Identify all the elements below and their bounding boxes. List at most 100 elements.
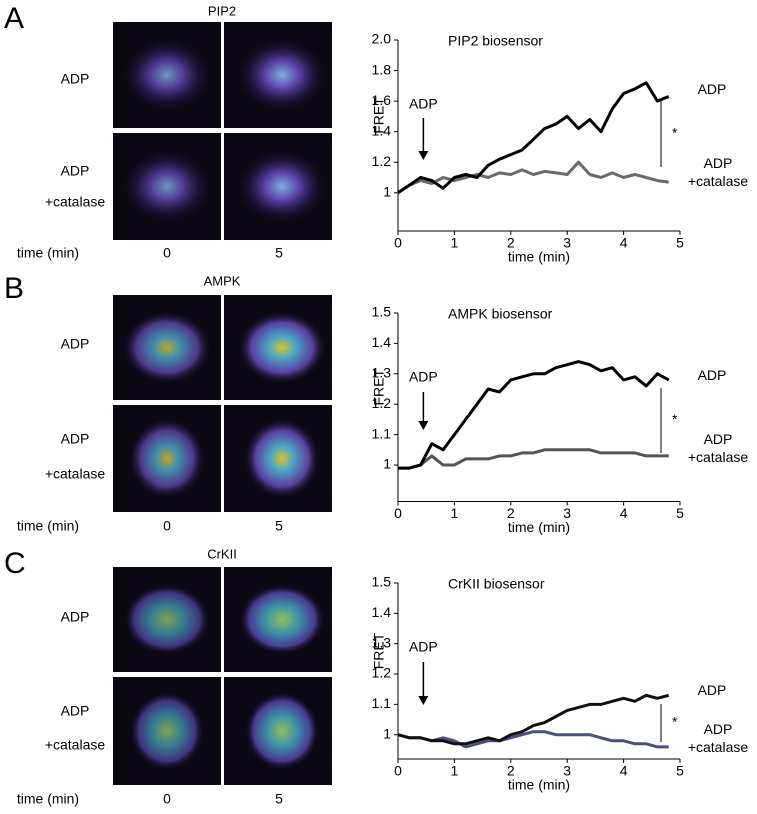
y-tick-label: 1	[383, 725, 391, 741]
arrow-head	[418, 151, 429, 160]
x-tick-label: 1	[451, 763, 459, 779]
significance-mark: *	[672, 714, 678, 730]
panel-title: AMPK	[204, 273, 241, 288]
series-label: ADP +catalase	[687, 155, 749, 189]
x-axis-label: time (min)	[508, 519, 570, 535]
row-label: +catalase	[45, 194, 106, 210]
y-tick-label: 1	[383, 456, 391, 472]
significance-mark: *	[672, 411, 678, 427]
x-tick-label: 2	[507, 763, 515, 779]
row-label: ADP	[61, 609, 90, 625]
y-axis-label: FRET	[371, 632, 387, 669]
row-label: ADP	[61, 431, 90, 447]
arrow-head	[418, 696, 429, 705]
cell	[238, 311, 326, 384]
x-tick-label: 0	[394, 763, 402, 779]
y-tick-label: 1.3	[372, 365, 392, 381]
cell	[238, 583, 326, 656]
y-tick-label: 1.5	[372, 574, 392, 590]
y-axis-label: FRET	[371, 97, 387, 134]
y-tick-label: 1.4	[372, 122, 392, 138]
series-label: ADP	[697, 81, 727, 97]
cell	[123, 39, 211, 111]
x-tick-label: 2	[507, 505, 515, 521]
y-tick-label: 1.1	[372, 425, 392, 441]
cell	[129, 418, 205, 499]
x-axis-label: time (min)	[508, 777, 570, 793]
arrow-label: ADP	[409, 369, 438, 385]
x-tick-label: 5	[676, 763, 684, 779]
y-tick-label: 1.4	[372, 334, 392, 350]
panel-letter: B	[4, 272, 24, 305]
x-tick-label: 3	[563, 505, 571, 521]
x-tick-label: 4	[620, 235, 628, 251]
row-label: +catalase	[45, 466, 106, 482]
cell	[129, 691, 205, 771]
panel-letter: A	[4, 2, 24, 35]
series-line	[398, 360, 670, 470]
row-label: ADP	[61, 703, 90, 719]
y-tick-label: 1.1	[372, 695, 392, 711]
row-label: ADP	[61, 163, 90, 179]
cell	[244, 418, 320, 499]
y-tick-label: 1.6	[372, 92, 392, 108]
x-tick-label: 1	[451, 505, 459, 521]
series-line	[397, 693, 670, 746]
x-tick-label: 5	[676, 235, 684, 251]
time-value: 0	[163, 791, 171, 807]
panel-title: CrKII	[207, 546, 237, 561]
y-tick-label: 1.4	[372, 604, 392, 620]
x-tick-label: 3	[563, 763, 571, 779]
x-axis-label: time (min)	[508, 249, 570, 265]
cell	[238, 150, 326, 223]
arrow-label: ADP	[409, 96, 438, 112]
cell	[123, 150, 211, 223]
series-label: ADP	[697, 682, 727, 698]
cell	[123, 311, 211, 384]
y-tick-label: 1.2	[372, 665, 392, 681]
x-tick-label: 2	[507, 235, 515, 251]
y-tick-label: 1.2	[372, 395, 392, 411]
row-label: ADP	[61, 336, 90, 352]
time-value: 5	[275, 791, 283, 807]
series-label: ADP +catalase	[687, 431, 749, 465]
x-tick-label: 4	[620, 505, 628, 521]
x-tick-label: 0	[394, 505, 402, 521]
series-line	[397, 730, 669, 749]
time-value: 5	[275, 518, 283, 534]
series-line	[397, 81, 670, 195]
chart-title: AMPK biosensor	[448, 306, 553, 322]
row-label: ADP	[61, 71, 90, 87]
series-line	[398, 448, 669, 470]
time-label: time (min)	[17, 791, 79, 807]
significance-mark: *	[672, 125, 678, 141]
x-tick-label: 3	[563, 235, 571, 251]
time-label: time (min)	[17, 518, 79, 534]
row-label: +catalase	[45, 737, 106, 753]
y-tick-label: 1.3	[372, 634, 392, 650]
y-tick-label: 1.2	[372, 153, 392, 169]
cell	[244, 691, 320, 771]
time-label: time (min)	[17, 245, 79, 261]
panel-title: PIP2	[208, 3, 236, 18]
y-tick-label: 2.0	[372, 31, 392, 47]
time-value: 5	[275, 245, 283, 261]
y-tick-label: 1	[383, 184, 391, 200]
y-tick-label: 1.5	[372, 304, 392, 320]
chart-title: CrKII biosensor	[448, 576, 545, 592]
time-value: 0	[163, 245, 171, 261]
x-tick-label: 1	[451, 235, 459, 251]
arrow-label: ADP	[409, 639, 438, 655]
time-value: 0	[163, 518, 171, 534]
cell	[238, 39, 326, 111]
cell	[123, 583, 211, 656]
y-axis-label: FRET	[371, 369, 387, 406]
arrow-head	[418, 421, 429, 430]
x-tick-label: 5	[676, 505, 684, 521]
y-tick-label: 1.8	[372, 61, 392, 77]
panel-letter: C	[4, 547, 26, 580]
series-label: ADP	[697, 367, 727, 383]
x-tick-label: 0	[394, 235, 402, 251]
